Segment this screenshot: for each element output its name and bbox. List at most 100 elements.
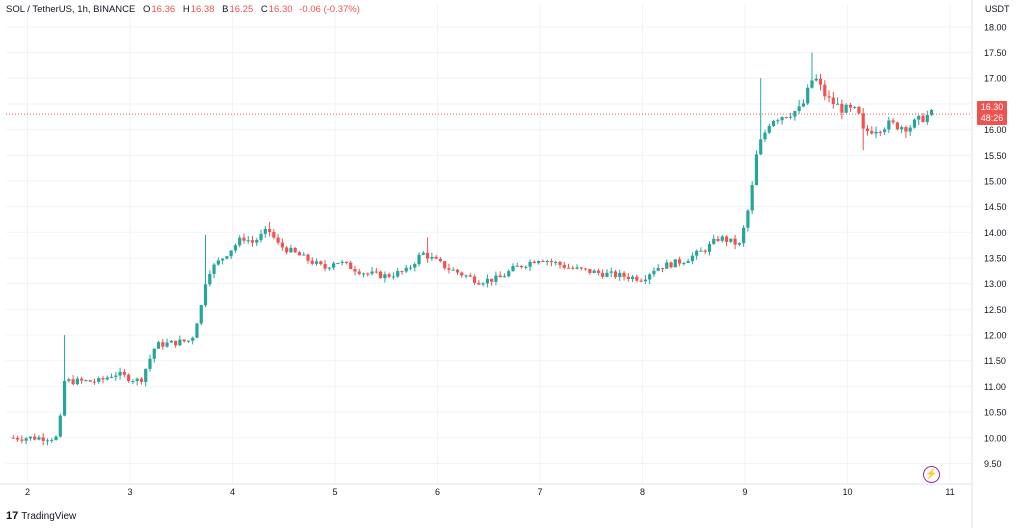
candle-body <box>314 261 319 264</box>
candle-body <box>156 342 161 349</box>
candle-body <box>532 261 536 264</box>
candle-body <box>720 236 724 241</box>
candle-body <box>622 272 626 277</box>
candle-body <box>191 337 195 341</box>
candle-body <box>682 263 686 265</box>
candle-body <box>33 436 37 440</box>
candle-body <box>417 254 421 265</box>
candle-body <box>810 80 814 88</box>
candle-body <box>80 378 84 381</box>
candle-body <box>259 233 263 241</box>
candle-body <box>208 273 212 285</box>
candle-body <box>485 278 489 284</box>
candle-body <box>835 103 840 105</box>
tradingview-brand[interactable]: 17 TradingView <box>6 510 76 522</box>
candle-body <box>549 260 554 263</box>
y-tick-label: 10.50 <box>984 408 1007 418</box>
candle-body <box>541 261 545 263</box>
candle-body <box>178 339 182 346</box>
time-axis[interactable]: 2 3 4 5 6 7 8 9 10 11 <box>25 487 955 497</box>
candle-body <box>353 269 357 272</box>
x-tick-label: 11 <box>945 487 954 497</box>
candle-body <box>562 264 566 268</box>
candle-body <box>665 262 669 269</box>
candle-body <box>669 262 673 268</box>
y-tick-label: 13.00 <box>984 279 1007 289</box>
candle-body <box>199 305 203 324</box>
candle-body <box>332 263 336 268</box>
current-price-tag: 16.30 48:26 <box>977 101 1007 125</box>
candle-body <box>229 250 233 257</box>
candle-body <box>656 268 660 271</box>
candle-body <box>857 106 861 114</box>
price-axis[interactable]: 18.0017.5017.0016.5016.0015.5015.0014.50… <box>984 22 1007 469</box>
candle-body <box>413 264 417 268</box>
candle-body <box>233 245 238 251</box>
candle-body <box>67 379 71 381</box>
candle-body <box>502 276 507 278</box>
candle-body <box>24 438 28 441</box>
candle-body <box>144 368 148 382</box>
b-value: 16.25 <box>229 4 254 15</box>
candle-body <box>186 340 191 342</box>
b-label: B <box>222 4 229 15</box>
candle-body <box>554 262 558 264</box>
candle-body <box>366 273 370 275</box>
candle-body <box>195 323 199 338</box>
candle-body <box>293 247 297 253</box>
candle-body <box>882 129 887 132</box>
candle-body <box>174 340 178 346</box>
candle-body <box>203 284 208 306</box>
candle-body <box>861 113 865 129</box>
candle-body <box>609 271 613 273</box>
candle-body <box>737 243 741 245</box>
candle-body <box>212 264 216 274</box>
candle-body <box>216 260 220 265</box>
candle-body <box>152 348 156 359</box>
candle-body <box>511 266 515 272</box>
brand-name: TradingView <box>21 511 77 522</box>
candle-body <box>464 275 468 277</box>
x-tick-label: 2 <box>25 487 30 497</box>
candle-body <box>84 380 88 382</box>
candle-body <box>840 103 844 113</box>
candle-body <box>605 272 609 277</box>
candle-body <box>425 252 430 259</box>
candle-body <box>255 240 259 243</box>
candle-body <box>447 268 451 270</box>
candle-body <box>276 237 280 243</box>
current-price-value: 16.30 <box>980 102 1004 112</box>
change-value: -0.06 (-0.37%) <box>299 4 360 15</box>
candle-body <box>754 154 759 186</box>
chart-grid <box>0 0 973 528</box>
candle-body <box>630 276 635 280</box>
candle-body <box>71 379 75 385</box>
candle-body <box>387 274 391 277</box>
candle-body <box>349 262 353 270</box>
candle-body <box>626 276 630 280</box>
lightning-icon[interactable]: ⚡ <box>923 466 940 483</box>
candle-body <box>114 375 118 377</box>
candle-body <box>430 256 434 259</box>
candle-body <box>408 267 413 269</box>
symbol-label: SOL / TetherUS, 1h, BINANCE <box>6 4 136 15</box>
candle-body <box>771 120 776 126</box>
candle-body <box>690 255 694 262</box>
candle-body <box>118 371 122 376</box>
candle-body <box>545 260 549 262</box>
candle-body <box>827 96 831 98</box>
candle-body <box>558 262 562 265</box>
candle-body <box>895 122 899 130</box>
candle-body <box>242 237 246 241</box>
candle-body <box>695 250 699 256</box>
candle-body <box>912 119 917 128</box>
candle-body <box>169 340 173 343</box>
candle-body <box>592 270 596 273</box>
candle-body <box>88 380 92 382</box>
candle-body <box>58 415 62 437</box>
candle-body <box>588 268 592 273</box>
candle-body <box>481 283 485 285</box>
bar-countdown: 48:26 <box>980 113 1004 123</box>
y-tick-label: 12.50 <box>984 305 1007 315</box>
